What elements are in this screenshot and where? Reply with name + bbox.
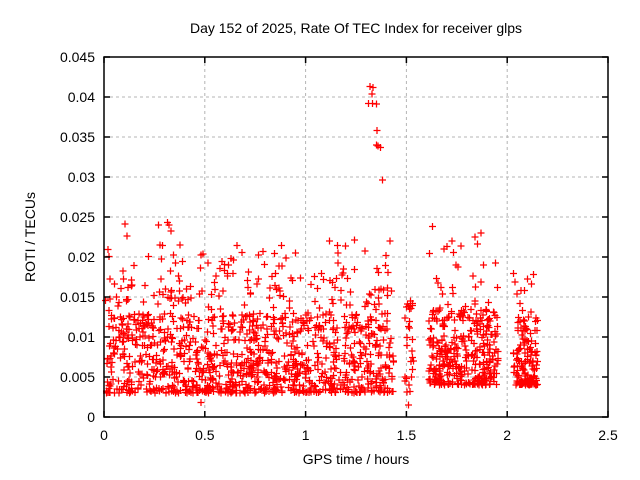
tick-labels: 0 0.5 1 1.5 2 2.5 0 0.005 0.01 0.015 0.02 0.025 0.03… [60, 49, 618, 443]
svg-text:0.5: 0.5 [195, 427, 215, 443]
svg-text:1.5: 1.5 [397, 427, 417, 443]
svg-text:0.045: 0.045 [60, 49, 95, 65]
svg-text:0.01: 0.01 [68, 329, 95, 345]
svg-text:0.04: 0.04 [68, 89, 95, 105]
svg-text:0: 0 [87, 409, 95, 425]
data-points [102, 83, 541, 409]
svg-text:0.015: 0.015 [60, 289, 95, 305]
svg-text:0: 0 [100, 427, 108, 443]
svg-text:0.02: 0.02 [68, 249, 95, 265]
axis-ticks [103, 56, 609, 418]
svg-text:2.5: 2.5 [598, 427, 618, 443]
x-axis-label: GPS time / hours [302, 451, 410, 467]
axis-border [103, 56, 609, 418]
svg-text:1: 1 [302, 427, 310, 443]
svg-text:2: 2 [503, 427, 511, 443]
svg-text:0.035: 0.035 [60, 129, 95, 145]
chart-title: Day 152 of 2025, Rate Of TEC Index for r… [189, 20, 523, 36]
svg-text:0.025: 0.025 [60, 209, 95, 225]
svg-text:0.03: 0.03 [68, 169, 95, 185]
svg-text:0.005: 0.005 [60, 369, 95, 385]
